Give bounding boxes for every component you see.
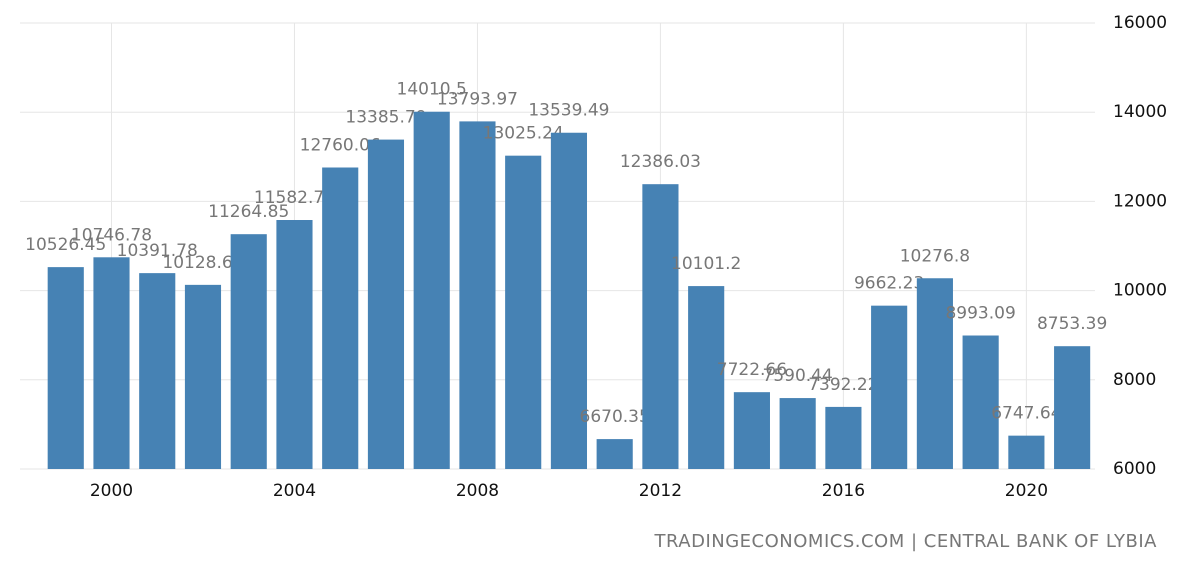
x-tick-label: 2020 — [1005, 481, 1048, 501]
bar — [596, 439, 633, 469]
value-label: 8753.39 — [1037, 314, 1107, 334]
y-tick-label: 14000 — [1113, 102, 1167, 122]
x-tick-label: 2012 — [639, 481, 682, 501]
value-label: 10276.8 — [900, 246, 970, 266]
value-label: 10128.67 — [162, 253, 243, 273]
value-label: 6747.64 — [991, 404, 1061, 424]
value-label: 6670.35 — [580, 407, 650, 427]
value-label: 9662.23 — [854, 274, 924, 294]
value-label: 7722.66 — [717, 360, 787, 380]
x-tick-label: 2008 — [456, 481, 499, 501]
y-tick-label: 16000 — [1113, 13, 1167, 33]
bar — [779, 398, 816, 469]
bar — [139, 273, 176, 469]
bar — [1054, 346, 1091, 469]
value-label: 10526.45 — [25, 235, 106, 255]
y-tick-label: 12000 — [1113, 191, 1167, 211]
source: TRADINGECONOMICS.COM | CENTRAL BANK OF L… — [654, 531, 1158, 552]
bar — [871, 305, 908, 469]
value-label: 13793.97 — [437, 89, 518, 109]
value-label: 10101.2 — [671, 254, 741, 274]
bar — [367, 139, 405, 470]
bar — [413, 111, 450, 470]
bar — [459, 121, 496, 469]
value-label: 11264.85 — [208, 202, 289, 222]
bar — [642, 184, 679, 470]
bar — [733, 392, 770, 469]
value-label: 12386.03 — [620, 152, 701, 172]
bar — [505, 155, 542, 469]
bar — [1008, 435, 1045, 469]
bar — [322, 167, 359, 469]
bar — [916, 278, 953, 469]
bar — [47, 267, 84, 469]
value-label: 13025.24 — [483, 124, 564, 144]
value-label: 11582.76 — [254, 188, 335, 208]
bar — [230, 234, 267, 469]
y-tick-label: 10000 — [1113, 281, 1167, 301]
value-label: 13539.49 — [528, 101, 609, 121]
bar — [184, 284, 222, 469]
y-tick-label: 6000 — [1113, 459, 1156, 479]
value-label: 8993.09 — [945, 304, 1015, 324]
x-tick-label: 2000 — [90, 481, 133, 501]
x-tick-label: 2016 — [822, 481, 865, 501]
value-label: 14010.5 — [397, 80, 467, 100]
bar — [688, 286, 725, 469]
bar — [276, 220, 313, 469]
value-label: 7392.22 — [808, 375, 878, 395]
x-tick-label: 2004 — [273, 481, 316, 501]
value-label: 7590.44 — [763, 366, 833, 386]
value-label: 10391.78 — [117, 241, 198, 261]
bar — [825, 406, 862, 469]
bar — [550, 132, 588, 469]
value-label: 12760.06 — [300, 136, 381, 156]
y-tick-label: 8000 — [1113, 370, 1156, 390]
value-label: 13385.79 — [345, 108, 426, 128]
value-label: 10746.78 — [71, 225, 152, 245]
bar — [93, 257, 130, 469]
bar — [962, 335, 999, 469]
